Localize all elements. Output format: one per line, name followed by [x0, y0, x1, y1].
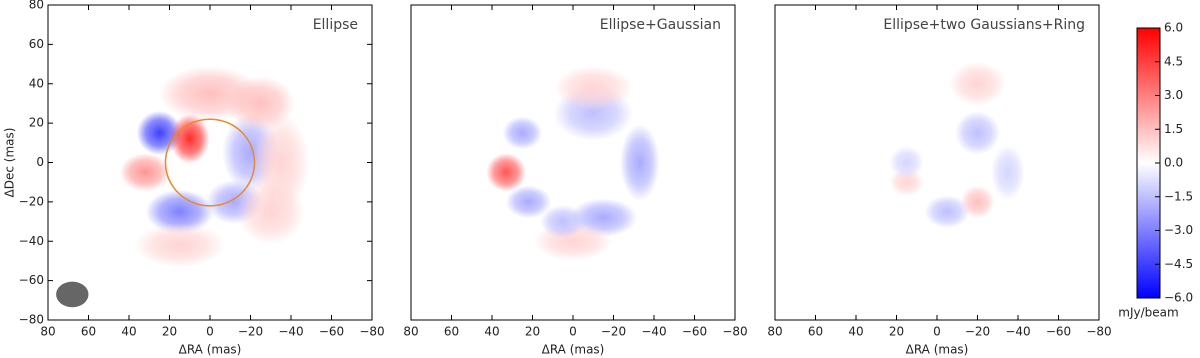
x-tick-label: 20: [889, 325, 904, 339]
model-ellipse: [164, 118, 256, 207]
x-tick-label: 0: [206, 325, 214, 339]
heat-blob: [540, 205, 586, 239]
x-tick-label: 40: [848, 325, 863, 339]
heat-blob: [505, 185, 552, 219]
colorbar-tick-label: 4.5: [1164, 54, 1183, 68]
heat-blob: [119, 153, 171, 192]
y-tick-label: 0: [36, 155, 44, 169]
heat-blob: [134, 223, 225, 268]
colorbar-tick-label: 3.0: [1164, 88, 1183, 102]
heat-blob: [236, 178, 305, 245]
x-axis-label: ΔRA (mas): [179, 343, 242, 357]
x-tick-label: 40: [484, 325, 499, 339]
heat-blob: [960, 185, 995, 219]
colorbar-tick-label: 0.0: [1164, 156, 1183, 170]
colorbar-tick-label: −4.5: [1164, 257, 1193, 271]
x-tick-label: 0: [933, 325, 941, 339]
beam: [56, 281, 89, 308]
y-tick-label: −20: [19, 194, 44, 208]
x-tick-label: −20: [238, 325, 263, 339]
heat-blob: [954, 110, 1001, 156]
x-tick-label: −40: [278, 325, 303, 339]
y-tick-label: 60: [29, 37, 44, 51]
heat-blob: [990, 144, 1025, 200]
colorbar-tick-label: 1.5: [1164, 122, 1183, 136]
x-tick-label: 60: [808, 325, 823, 339]
heat-blob: [553, 65, 633, 110]
panel-title: Ellipse+two Gaussians+Ring: [883, 17, 1085, 33]
x-tick-label: −60: [319, 325, 344, 339]
y-axis-label: ΔDec (mas): [3, 128, 17, 198]
x-tick-label: −40: [1005, 325, 1030, 339]
panel-title: Ellipse: [313, 17, 358, 33]
x-tick-label: 0: [569, 325, 577, 339]
x-tick-label: −80: [1086, 325, 1111, 339]
x-tick-label: 60: [81, 325, 96, 339]
x-tick-label: −60: [682, 325, 707, 339]
plot-area: [411, 5, 735, 320]
x-axis-label: ΔRA (mas): [906, 343, 969, 357]
heat-blob: [924, 195, 970, 229]
x-tick-label: 80: [403, 325, 418, 339]
x-tick-label: −80: [722, 325, 747, 339]
colorbar-label: mJy/beam: [1118, 306, 1178, 320]
x-tick-label: −80: [359, 325, 384, 339]
x-axis-label: ΔRA (mas): [542, 343, 605, 357]
plot-area: [775, 5, 1099, 320]
heatmap: [486, 65, 660, 261]
heat-blob: [502, 116, 543, 150]
y-tick-label: 80: [29, 0, 44, 12]
y-tick-label: 20: [29, 116, 44, 130]
heat-blob: [226, 75, 295, 131]
x-tick-label: 60: [444, 325, 459, 339]
colorbar-tick-label: 6.0: [1164, 21, 1183, 35]
heatmap: [889, 61, 1025, 229]
heat-blob: [949, 61, 1006, 106]
x-tick-label: −40: [641, 325, 666, 339]
x-tick-label: 80: [40, 325, 55, 339]
x-tick-label: −60: [1046, 325, 1071, 339]
heat-blob: [145, 189, 214, 234]
colorbar-tick-label: −1.5: [1164, 189, 1193, 203]
x-tick-label: 80: [767, 325, 782, 339]
heat-blob: [486, 153, 527, 192]
y-tick-label: −80: [19, 313, 44, 327]
colorbar-tick-label: −6.0: [1164, 291, 1193, 305]
plot-area: [48, 5, 372, 320]
heat-blob: [169, 114, 210, 164]
x-tick-label: −20: [601, 325, 626, 339]
x-tick-label: 20: [162, 325, 177, 339]
panel-title: Ellipse+Gaussian: [600, 17, 721, 33]
y-tick-label: −60: [19, 273, 44, 287]
y-tick-label: 40: [29, 76, 44, 90]
colorbar-tick-label: −3.0: [1164, 223, 1193, 237]
heat-blob: [619, 123, 660, 202]
y-tick-label: −40: [19, 234, 44, 248]
x-tick-label: 20: [525, 325, 540, 339]
x-tick-label: 40: [121, 325, 136, 339]
x-tick-label: −20: [965, 325, 990, 339]
heatmap: [56, 66, 310, 308]
heat-blob: [889, 145, 924, 180]
